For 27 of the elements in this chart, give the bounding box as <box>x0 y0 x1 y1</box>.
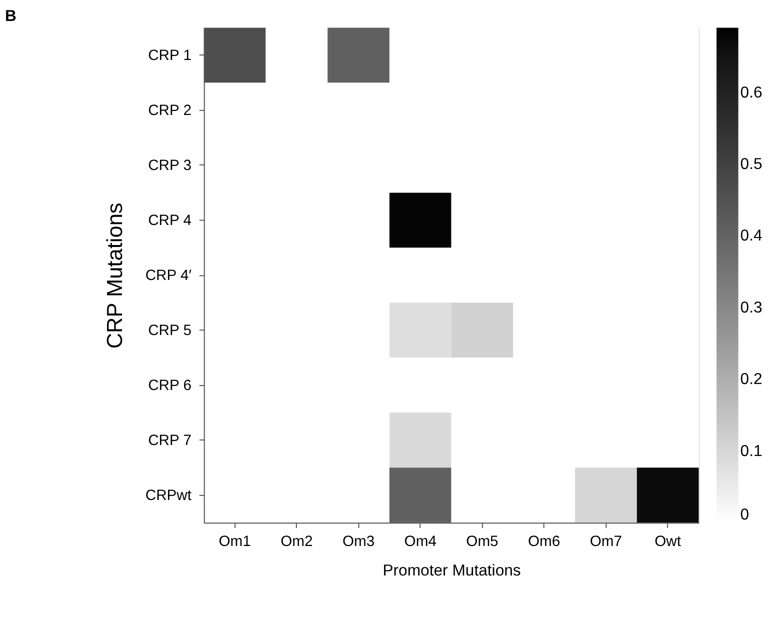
y-tick-label: CRP 2 <box>148 103 192 120</box>
color-bar-label: 0.5 <box>740 156 762 173</box>
color-bar-label: 0.2 <box>740 371 762 388</box>
y-tick-label: CRP 4 <box>148 213 192 230</box>
y-tick-label: CRP 3 <box>148 158 192 174</box>
y-tick-label: CRP 4′ <box>145 268 192 284</box>
y-axis-title: CRP Mutations <box>102 202 128 349</box>
x-tick-label: Om2 <box>280 534 313 550</box>
x-tick-label: Om6 <box>528 534 560 550</box>
x-axis-title: Promoter Mutations <box>382 562 521 580</box>
x-tick-label: Om1 <box>218 534 251 550</box>
y-tick-label: CRP 1 <box>148 48 192 64</box>
y-tick-label: CRP 7 <box>148 433 192 450</box>
color-bar-label: 0 <box>740 506 750 524</box>
x-tick-label: Om5 <box>466 534 498 550</box>
color-bar-label: 0.1 <box>740 442 762 460</box>
color-bar-label: 0.3 <box>740 299 762 316</box>
x-tick-label: Owt <box>654 534 682 550</box>
y-tick-label: CRPwt <box>145 488 192 504</box>
color-bar-label: 0.4 <box>740 228 762 245</box>
x-tick-label: Om4 <box>404 534 436 550</box>
y-tick-label: CRP 5 <box>148 323 192 340</box>
text: B <box>4 8 16 25</box>
y-tick-label: CRP 6 <box>148 378 192 394</box>
x-tick-label: Om3 <box>342 534 375 550</box>
x-tick-label: Om7 <box>590 534 622 550</box>
color-bar-label: 0.6 <box>740 84 762 102</box>
